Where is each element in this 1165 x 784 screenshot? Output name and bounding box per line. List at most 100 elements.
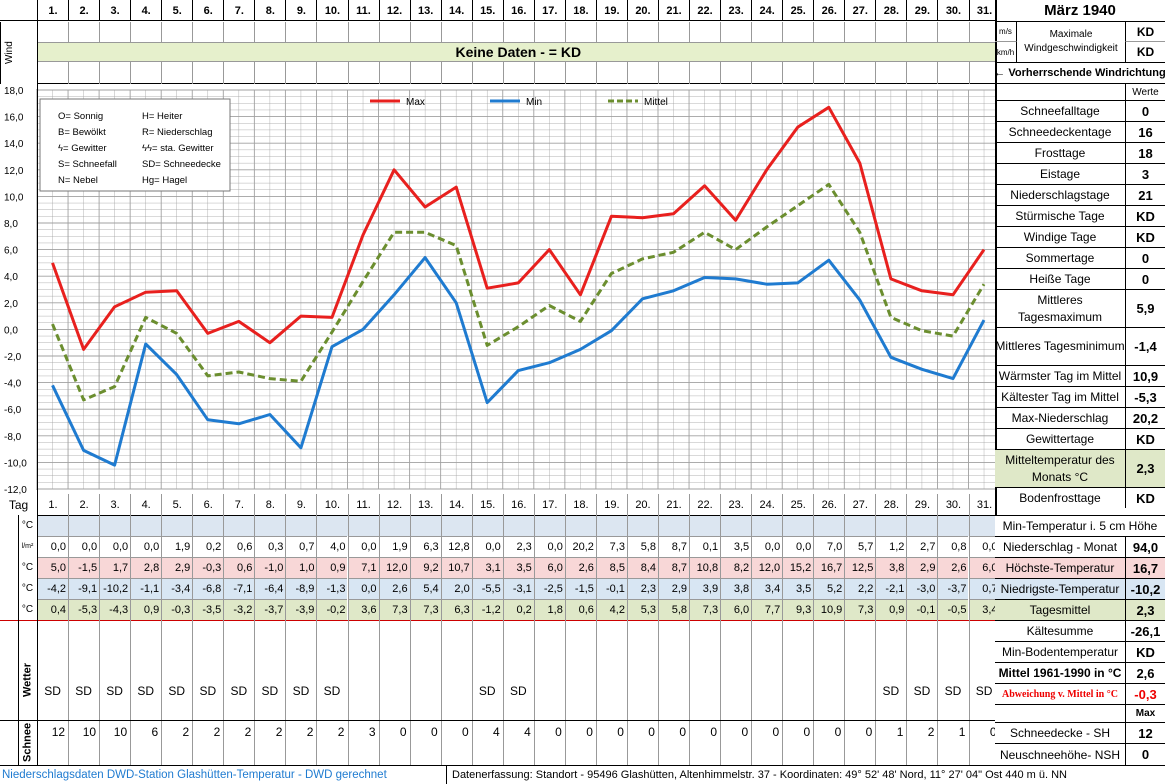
table-cell: 0,0: [99, 536, 131, 557]
table-cell: 1,8: [533, 599, 565, 620]
table-cell: 3,6: [347, 599, 379, 620]
summary-value: Max: [1125, 704, 1165, 722]
symbol-legend-entry: R= Niederschlag: [142, 127, 213, 138]
table-cell: -0,1: [595, 578, 627, 599]
day-header-table: 22.: [689, 494, 720, 515]
day-header: 18.: [564, 0, 596, 21]
table-cell: 8,7: [658, 557, 690, 578]
day-header-table: 8.: [254, 494, 285, 515]
stat-value: 16: [1125, 121, 1165, 142]
symbol-legend-entry: SD= Schneedecke: [142, 159, 221, 170]
day-header: 20.: [626, 0, 658, 21]
table-cell: -3,4: [161, 578, 193, 599]
summary-value: 12: [1125, 722, 1165, 743]
y-tick-label: -12,0: [4, 485, 27, 496]
day-header-table: 14.: [440, 494, 472, 515]
schnee-cell: 6: [151, 725, 159, 739]
table-cell: 3,5: [782, 578, 814, 599]
day-header: 3.: [99, 0, 130, 21]
wetter-cell: SD: [882, 684, 900, 698]
table-cell: 0,0: [533, 536, 565, 557]
table-cell: -10,2: [99, 578, 131, 599]
schnee-cell: 2: [275, 725, 283, 739]
table-cell: 7,0: [813, 536, 845, 557]
wetter-cell: [751, 680, 782, 702]
y-tick-label: 0,0: [4, 325, 18, 336]
table-col-line: [533, 515, 535, 765]
schnee-cell: 0: [399, 725, 407, 739]
table-cell: 5,8: [626, 536, 658, 557]
summary-label: Min-Temperatur i. 5 cm Höhe: [995, 515, 1165, 536]
table-cell: 3,9: [689, 578, 721, 599]
table-col-line: [564, 515, 566, 765]
wetter-cell: SD: [44, 684, 61, 698]
day-header: 24.: [751, 0, 782, 21]
table-cell: 0,6: [564, 599, 596, 620]
table-cell: 2,9: [906, 557, 938, 578]
stat-label: Eistage: [995, 163, 1125, 184]
day-header: 23.: [720, 0, 751, 21]
summary-label: Neuschneehöhe- NSH: [995, 743, 1125, 765]
wind-col-line: [875, 22, 877, 42]
stat-value: 0: [1125, 268, 1165, 289]
summary-label: Kältesumme: [995, 620, 1125, 641]
table-cell: 2,6: [937, 557, 969, 578]
day-header-table: 12.: [378, 494, 410, 515]
wetter-cell: [627, 680, 658, 702]
wind-col-line: [502, 22, 504, 42]
summary-label: Schneedecke - SH: [995, 722, 1125, 743]
schnee-cell: 0: [617, 725, 624, 739]
summary-label: Mittel 1961-1990 in °C: [995, 662, 1125, 683]
table-cell: 0,0: [347, 578, 379, 599]
table-cell: 0,3: [254, 536, 286, 557]
table-cell: 4,2: [595, 599, 627, 620]
summary-value: 16,7: [1125, 557, 1165, 578]
table-cell: -3,9: [285, 599, 317, 620]
day-header: 8.: [254, 0, 285, 21]
wind-col-line: [751, 62, 753, 84]
table-col-line: [968, 515, 970, 765]
table-cell: 2,6: [378, 578, 410, 599]
table-cell: 3,8: [720, 578, 752, 599]
table-cell: -7,1: [223, 578, 255, 599]
max-wind-kmh: KD: [1125, 42, 1165, 62]
y-tick-label: -6,0: [4, 405, 22, 416]
table-cell: 15,2: [782, 557, 814, 578]
symbol-legend-entry: H= Heiter: [142, 111, 182, 122]
table-col-line: [161, 515, 163, 765]
table-col-line: [254, 515, 256, 765]
table-col-line: [471, 515, 473, 765]
table-col-line: [720, 515, 722, 765]
wind-col-line: [471, 62, 473, 84]
schnee-cell: 0: [834, 725, 842, 739]
day-header-table: 20.: [626, 494, 658, 515]
wind-col-line: [316, 22, 318, 42]
schnee-cell: 0: [679, 725, 687, 739]
table-cell: 8,7: [658, 536, 690, 557]
table-cell: 0,8: [937, 536, 969, 557]
unit-label: °C: [21, 520, 34, 531]
table-cell: -6,8: [192, 578, 224, 599]
table-cell: -2,5: [533, 578, 565, 599]
stat-value: 0: [1125, 100, 1165, 121]
wind-col-line: [564, 62, 566, 84]
schnee-cell: 0: [772, 725, 780, 739]
stat-label: Windige Tage: [995, 226, 1125, 247]
summary-label: Niederschlag - Monat: [995, 536, 1125, 557]
schnee-cell: 0: [865, 725, 873, 739]
table-cell: 0,9: [130, 599, 162, 620]
wetter-cell: SD: [106, 684, 123, 698]
symbol-legend-box: [39, 98, 231, 192]
table-cell: -5,5: [471, 578, 503, 599]
table-cell: 5,8: [658, 599, 690, 620]
stat-value: KD: [1125, 428, 1165, 449]
day-header-table: 10.: [316, 494, 347, 515]
day-header-table: 2.: [68, 494, 99, 515]
table-cell: 0,6: [223, 536, 255, 557]
wind-col-line: [906, 22, 908, 42]
wind-col-line: [658, 22, 659, 42]
day-header-table: 27.: [844, 494, 875, 515]
y-tick-label: 4,0: [4, 272, 18, 283]
wind-col-line: [440, 62, 442, 84]
day-header: 17.: [533, 0, 565, 21]
